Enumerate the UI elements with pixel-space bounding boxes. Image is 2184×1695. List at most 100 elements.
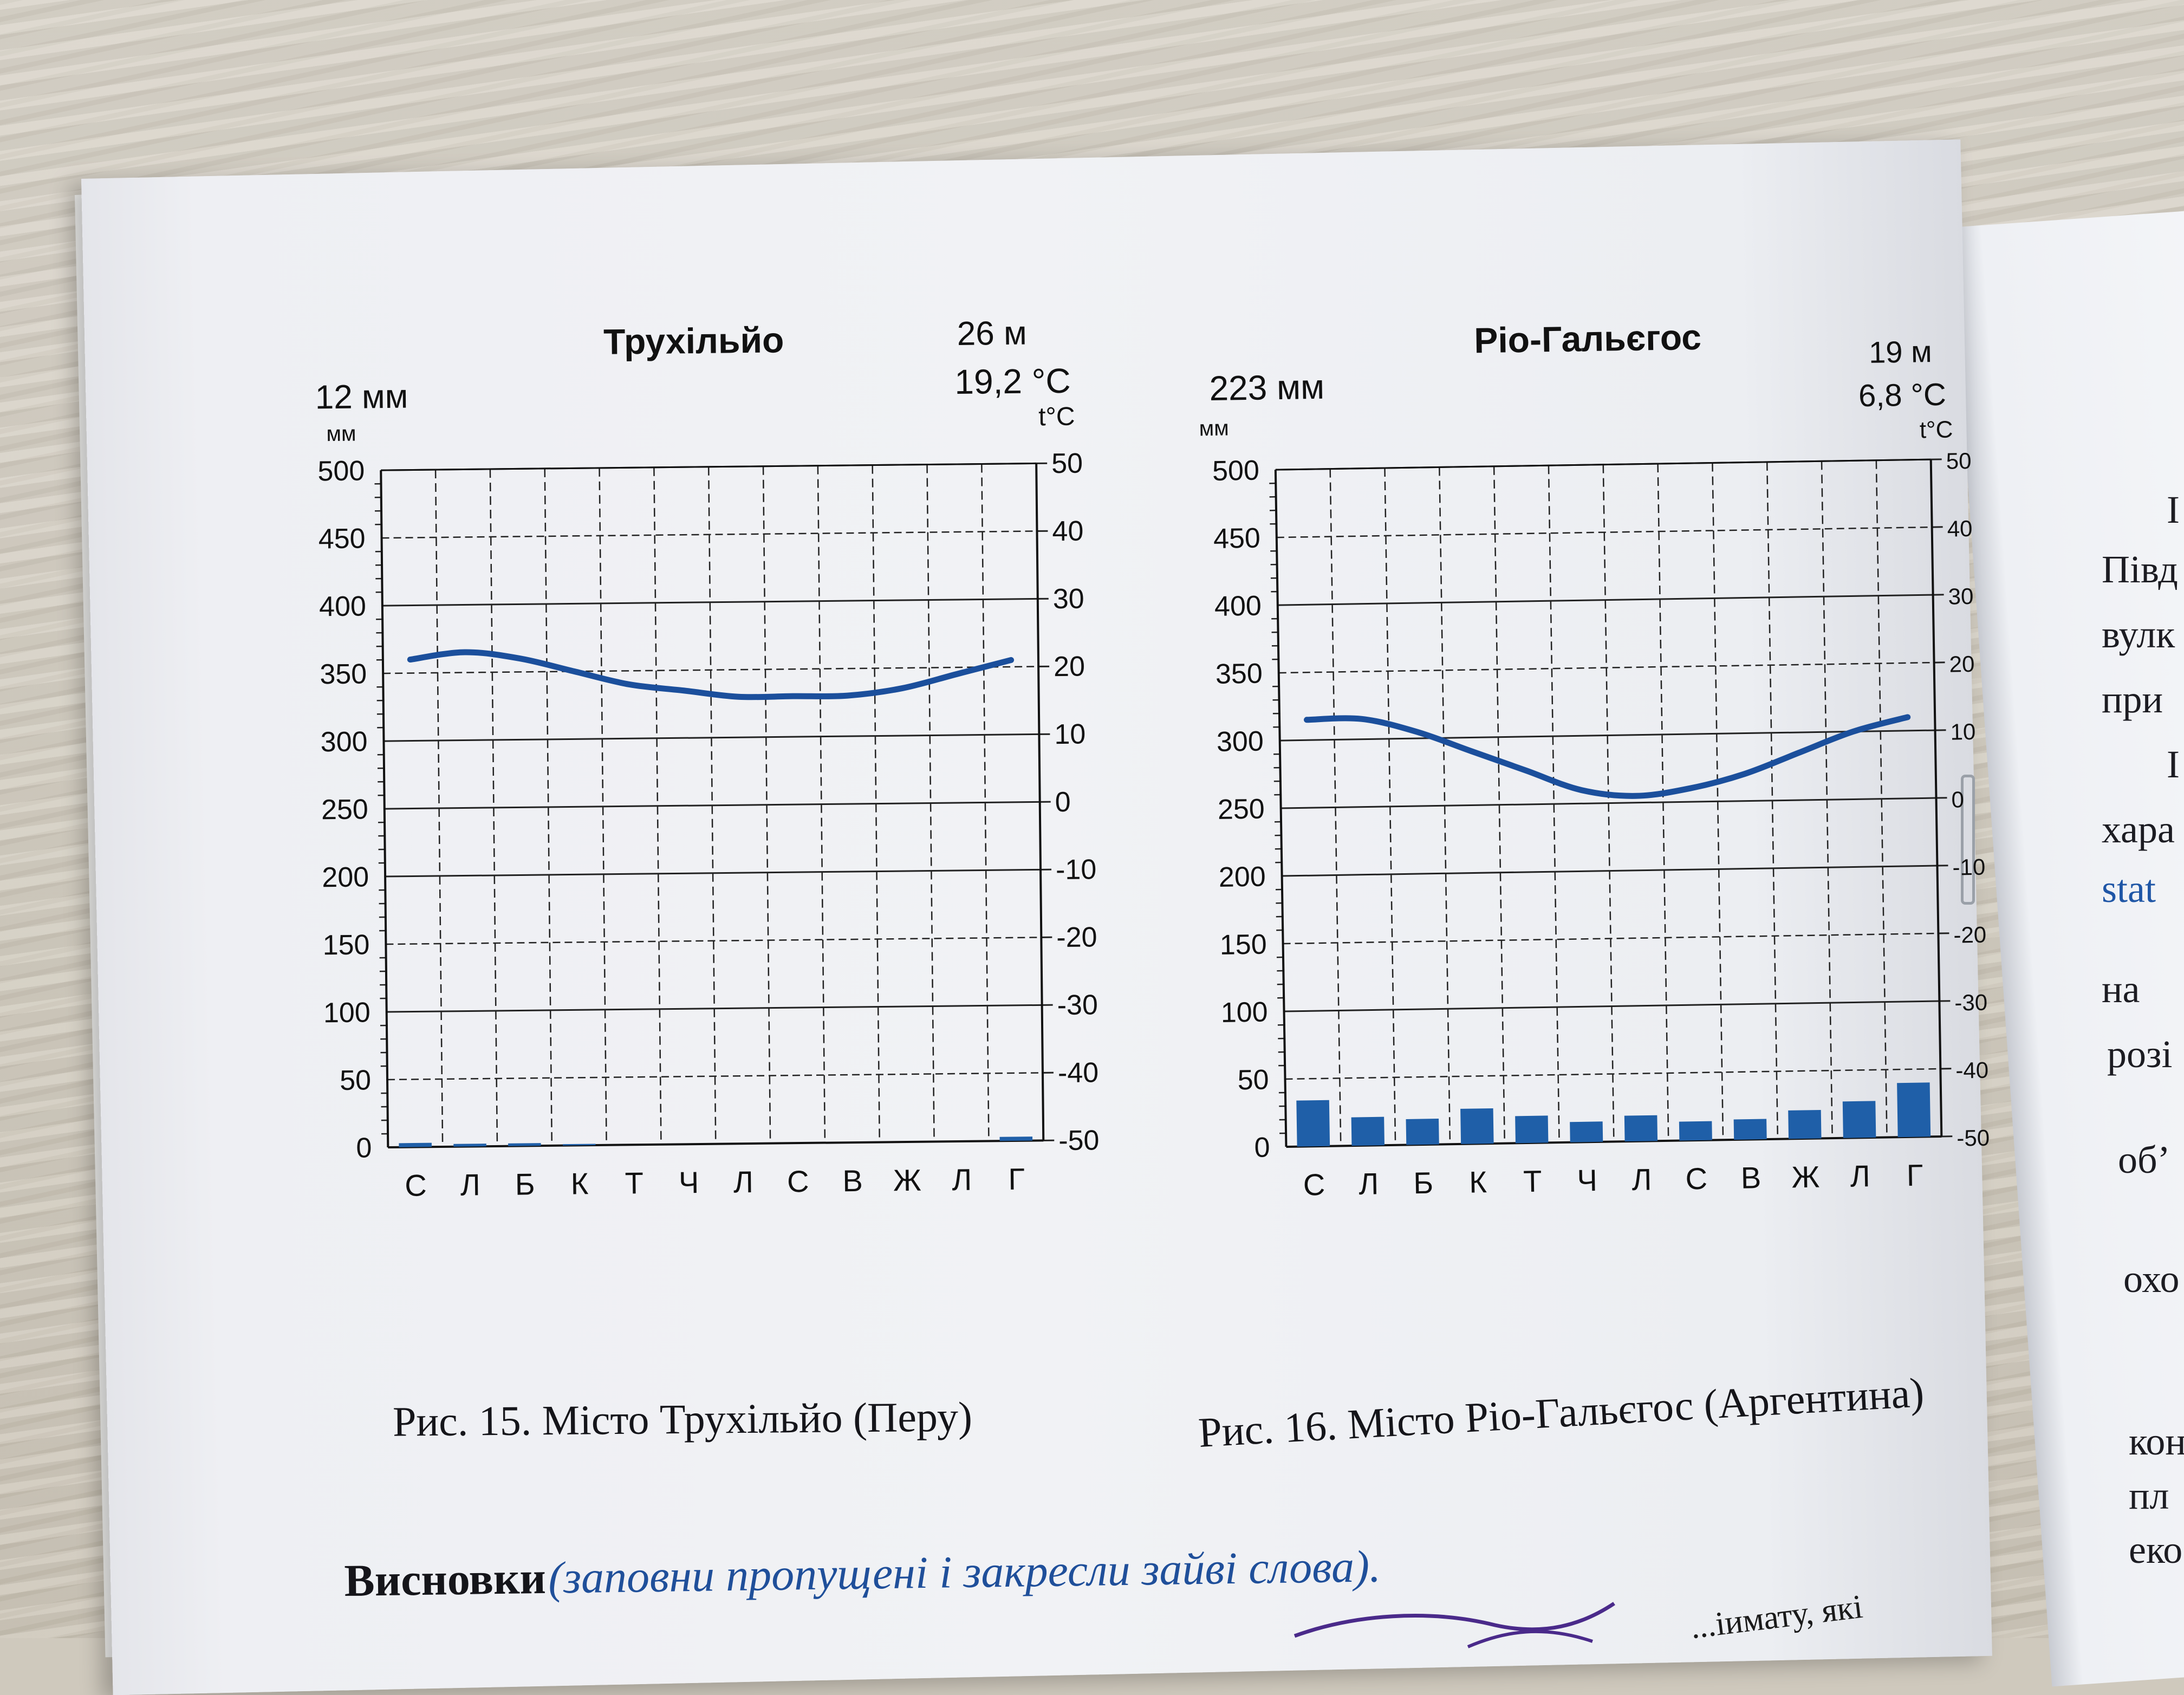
y2-tick-label: 20 [1949,651,1974,677]
y2-axis-unit: t°C [1919,416,1953,443]
precipitation-bar [1788,1110,1821,1139]
y-tick-label: 400 [1214,590,1262,622]
y-tick-label: 250 [1217,794,1265,826]
y-tick-label: 350 [320,658,367,690]
precipitation-bar [1460,1108,1494,1144]
y2-tick-label: -10 [1952,854,1985,880]
x-tick-label: Ч [679,1165,699,1199]
y2-tick-label: 40 [1947,516,1972,542]
y-tick-label: 400 [319,590,366,622]
x-tick-label: Т [625,1166,644,1200]
y-axis-unit: мм [1199,416,1229,440]
x-tick-label: Ж [893,1163,921,1198]
right-fragment: І [2167,742,2180,787]
y2-tick-label: -20 [1953,922,1986,948]
x-tick-label: Л [460,1167,480,1202]
x-tick-label: С [1303,1167,1325,1202]
x-tick-label: С [405,1168,427,1202]
right-fragment: еко [2129,1528,2182,1573]
chart-svg-trujillo: Трухільйо 26 м 12 мм 19,2 °С мм t°C 0501… [282,295,1138,1419]
chart-svg-rio-gallegos: Ріо-Гальєгос 19 м 223 мм 6,8 °С мм t°C 0… [1175,290,2038,1419]
y2-tick-label: 10 [1054,719,1086,751]
y2-tick-label: 0 [1951,787,1964,812]
altitude-label: 26 м [957,315,1027,353]
y-tick-label: 100 [323,997,370,1029]
y2-tick-label: -40 [1955,1057,1988,1083]
y-tick-label: 0 [1254,1132,1270,1163]
x-tick-label: Г [1008,1162,1025,1196]
precipitation-bar [1406,1119,1439,1145]
chart-title: Ріо-Гальєгос [1474,317,1702,361]
climate-chart-rio-gallegos: Ріо-Гальєгос 19 м 223 мм 6,8 °С мм t°C 0… [1175,290,2038,1421]
y-tick-label: 450 [1213,523,1261,555]
x-tick-label: Ч [1577,1163,1597,1198]
x-tick-label: В [842,1164,863,1198]
x-tick-label: Ж [1791,1160,1820,1194]
x-tick-label: В [1740,1160,1761,1195]
precipitation-bar [1351,1117,1384,1146]
precipitation-bar [1843,1101,1876,1138]
y2-tick-label: -20 [1056,921,1097,953]
y-tick-label: 450 [318,523,365,555]
y-tick-label: 150 [322,929,369,961]
x-tick-label: С [787,1164,809,1198]
x-tick-label: Б [515,1167,535,1201]
right-fragment: stat [2102,867,2156,912]
y2-tick-label: -30 [1954,990,1987,1016]
precipitation-bar [508,1143,541,1146]
y-tick-label: 350 [1216,658,1263,690]
pen-scribble [1289,1593,1625,1658]
x-tick-label: Л [1850,1159,1870,1193]
right-fragment: при [2102,677,2163,722]
y2-tick-label: -50 [1058,1125,1100,1157]
x-tick-label: Г [1906,1158,1923,1192]
y-tick-label: 200 [1218,861,1266,893]
precipitation-bar [1570,1121,1603,1142]
precipitation-bar [1897,1082,1930,1137]
annual-temperature-label: 6,8 °С [1858,377,1946,414]
right-fragment: Півд [2102,547,2178,592]
right-fragment: вулк [2102,612,2175,657]
right-fragment: кон [2129,1419,2184,1464]
y2-tick-label: 30 [1052,583,1084,615]
y-tick-label: 50 [1237,1064,1269,1096]
x-tick-label: С [1685,1161,1707,1196]
y2-tick-label: -30 [1057,989,1098,1021]
right-fragment: хара [2102,807,2175,852]
right-fragment: І [2167,488,2180,532]
y2-tick-label: 20 [1054,651,1085,683]
x-tick-label: Л [733,1165,753,1199]
precipitation-bar [1734,1119,1767,1140]
y-tick-label: 200 [322,861,369,893]
figure-15-caption: Рис. 15. Місто Трухільйо (Перу) [393,1392,973,1446]
x-tick-label: Б [1413,1166,1434,1200]
right-fragment: пл [2129,1473,2169,1518]
y2-tick-label: 10 [1950,719,1975,745]
annual-precipitation-label: 12 мм [315,378,408,417]
conclusion-title: Висновки [344,1553,546,1606]
y-axis-unit: мм [326,422,356,446]
precipitation-bar [1679,1121,1712,1141]
x-tick-label: К [570,1166,589,1200]
precipitation-bar [1515,1115,1548,1143]
right-fragment: охо [2123,1257,2179,1302]
y2-tick-label: 50 [1051,448,1083,480]
y2-tick-label: 30 [1948,583,1973,609]
right-fragment: розі [2107,1032,2172,1077]
y-tick-label: 300 [1217,726,1264,758]
chart-title: Трухільйо [603,320,784,361]
conclusion-instruction: (заповни пропущені і закресли зайві слов… [548,1541,1381,1603]
y2-axis-unit: t°C [1038,402,1075,432]
annual-precipitation-label: 223 мм [1209,367,1325,408]
y-tick-label: 300 [320,726,367,758]
y-tick-label: 250 [321,794,368,826]
y2-tick-label: -40 [1058,1057,1099,1089]
x-tick-label: Л [1358,1166,1379,1201]
y-tick-label: 0 [356,1132,372,1164]
y2-tick-label: 50 [1946,448,1971,474]
right-fragment: об’ [2118,1138,2170,1183]
y2-tick-label: -10 [1056,854,1097,886]
precipitation-bar [399,1143,432,1147]
x-tick-label: Л [952,1163,972,1197]
